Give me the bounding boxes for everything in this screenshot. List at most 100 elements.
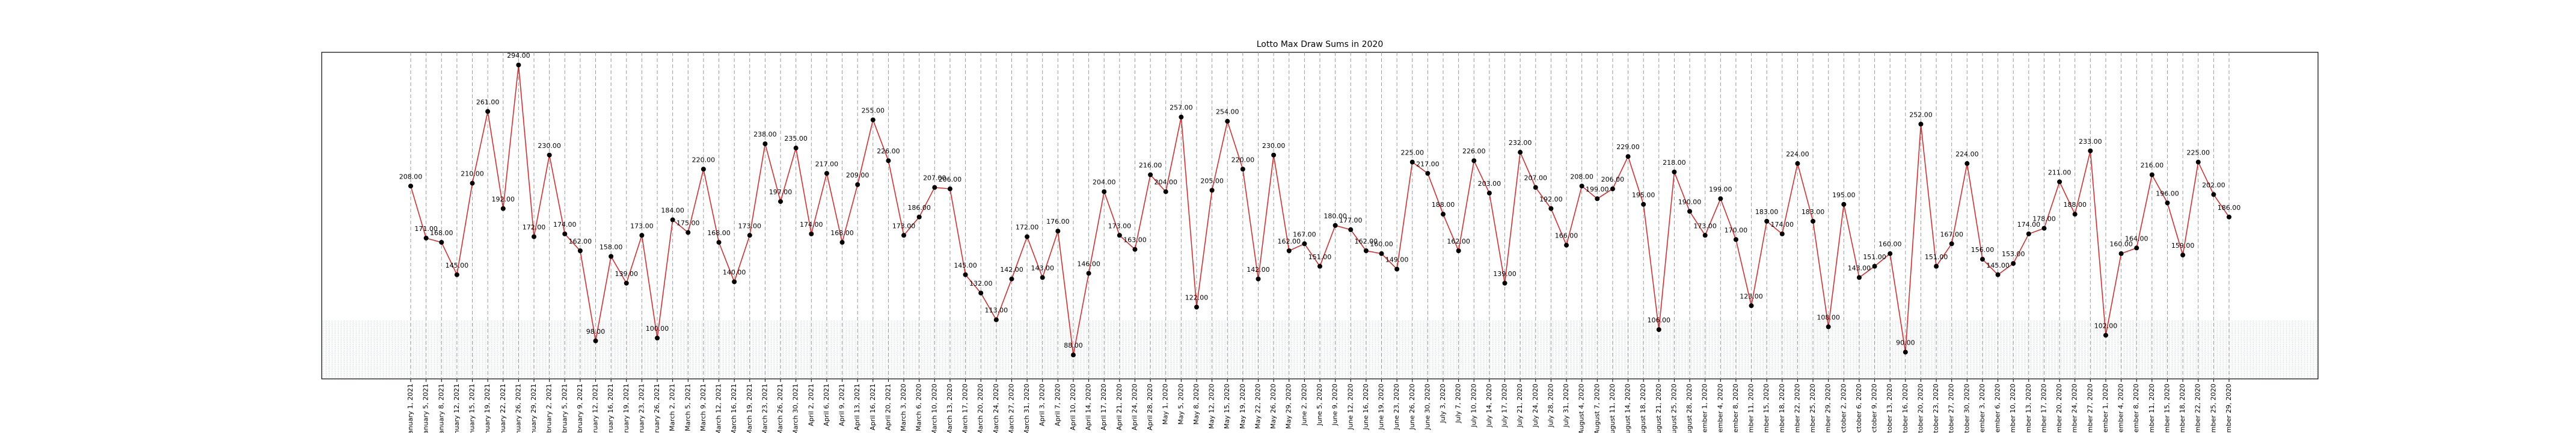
marker [1795, 161, 1800, 166]
value-label: 98.00 [586, 328, 606, 336]
value-label: 160.00 [1878, 241, 1902, 248]
marker [1564, 242, 1569, 248]
value-label: 166.00 [1555, 232, 1578, 240]
x-tick-label: October 16, 2020 [1901, 384, 1909, 433]
value-label: 229.00 [1616, 143, 1640, 151]
value-label: 197.00 [769, 188, 793, 196]
marker [609, 254, 614, 259]
x-tick-label: March 16, 2021 [730, 384, 738, 433]
x-tick-label: April 17, 2020 [1100, 384, 1108, 431]
x-tick-label: December 15, 2020 [2163, 384, 2171, 433]
x-tick-label: May 22, 2020 [1254, 384, 1262, 429]
x-tick-label: May 1, 2020 [1162, 384, 1170, 425]
value-label: 139.00 [615, 270, 639, 278]
x-tick-label: January 29, 2021 [530, 384, 538, 433]
x-tick-label: July 7, 2020 [1455, 384, 1462, 423]
value-label: 168.00 [707, 229, 731, 237]
x-tick-label: March 24, 2020 [992, 384, 1000, 433]
marker [916, 214, 922, 220]
x-tick-label: October 13, 2020 [1886, 384, 1894, 433]
marker [670, 217, 675, 223]
value-label: 162.00 [569, 238, 592, 245]
marker [1055, 229, 1061, 234]
marker [1749, 303, 1754, 309]
marker [1256, 276, 1261, 281]
value-label: 190.00 [1678, 198, 1702, 206]
x-tick-label: August 28, 2020 [1685, 384, 1693, 433]
x-tick-label: October 2, 2020 [1839, 384, 1847, 433]
value-label: 208.00 [399, 173, 423, 180]
value-label: 224.00 [1786, 150, 1809, 158]
value-label: 164.00 [2125, 235, 2148, 242]
value-label: 207.00 [1524, 174, 1548, 182]
marker [993, 317, 999, 322]
x-tick-label: June 9, 2020 [1331, 384, 1339, 426]
x-tick-label: July 24, 2020 [1532, 384, 1539, 428]
value-label: 226.00 [1462, 147, 1486, 155]
value-label: 167.00 [1293, 230, 1316, 238]
value-label: 205.00 [1200, 177, 1224, 185]
value-label: 122.00 [1185, 294, 1209, 302]
marker [978, 290, 984, 296]
value-label: 186.00 [2218, 204, 2241, 212]
marker [1102, 189, 1107, 194]
value-label: 184.00 [661, 207, 684, 215]
x-tick-label: April 20, 2021 [884, 384, 892, 431]
x-tick-label: December 11, 2020 [2148, 384, 2156, 433]
x-tick-label: September 4, 2020 [1716, 384, 1724, 433]
value-label: 132.00 [969, 280, 993, 287]
value-label: 172.00 [523, 224, 546, 232]
marker [809, 231, 814, 236]
marker [1471, 158, 1477, 164]
value-label: 195.00 [1832, 191, 1856, 199]
value-label: 173.00 [630, 222, 654, 230]
marker [1486, 191, 1492, 196]
x-tick-label: December 8, 2020 [2132, 384, 2140, 433]
marker [2165, 200, 2170, 206]
marker [1302, 241, 1307, 247]
value-label: 146.00 [1077, 260, 1100, 268]
marker [1271, 152, 1277, 158]
marker [855, 182, 860, 188]
marker [408, 183, 413, 189]
value-label: 238.00 [753, 131, 777, 138]
x-tick-label: May 15, 2020 [1223, 384, 1231, 429]
x-tick-label: March 26, 2021 [776, 384, 784, 433]
marker [639, 233, 645, 238]
marker [1579, 183, 1584, 189]
marker [2026, 231, 2031, 236]
x-tick-label: February 16, 2021 [607, 384, 615, 433]
x-tick-label: March 30, 2021 [792, 384, 800, 433]
value-label: 145.00 [954, 262, 977, 269]
value-label: 160.00 [2109, 241, 2133, 248]
x-tick-label: October 27, 2020 [1948, 384, 1955, 433]
x-tick-label: July 3, 2020 [1439, 384, 1447, 423]
x-tick-label: July 14, 2020 [1485, 384, 1493, 428]
marker [1179, 114, 1184, 120]
marker [454, 272, 459, 277]
value-label: 180.00 [1323, 212, 1347, 220]
x-tick-label: August 18, 2020 [1639, 384, 1647, 433]
x-tick-label: September 18, 2020 [1778, 384, 1786, 433]
value-label: 177.00 [1339, 216, 1363, 224]
marker [2134, 245, 2139, 251]
marker [778, 199, 784, 204]
marker [1363, 248, 1369, 254]
marker [1826, 324, 1831, 330]
x-tick-label: November 27, 2020 [2086, 384, 2094, 433]
x-tick-label: September 25, 2020 [1809, 384, 1817, 433]
x-tick-label: March 13, 2020 [946, 384, 954, 433]
marker [1533, 185, 1538, 190]
marker [1441, 212, 1446, 217]
value-label: 255.00 [862, 106, 885, 114]
marker [439, 239, 444, 245]
value-label: 153.00 [2002, 250, 2025, 258]
x-tick-label: April 28, 2020 [1146, 384, 1154, 431]
value-label: 216.00 [2141, 162, 2164, 170]
value-label: 220.00 [1231, 156, 1255, 164]
x-tick-label: July 31, 2020 [1562, 384, 1570, 428]
value-label: 176.00 [1046, 218, 1070, 226]
x-tick-label: January 22, 2021 [499, 384, 507, 433]
value-label: 230.00 [1262, 142, 1286, 150]
marker [1995, 272, 2001, 277]
